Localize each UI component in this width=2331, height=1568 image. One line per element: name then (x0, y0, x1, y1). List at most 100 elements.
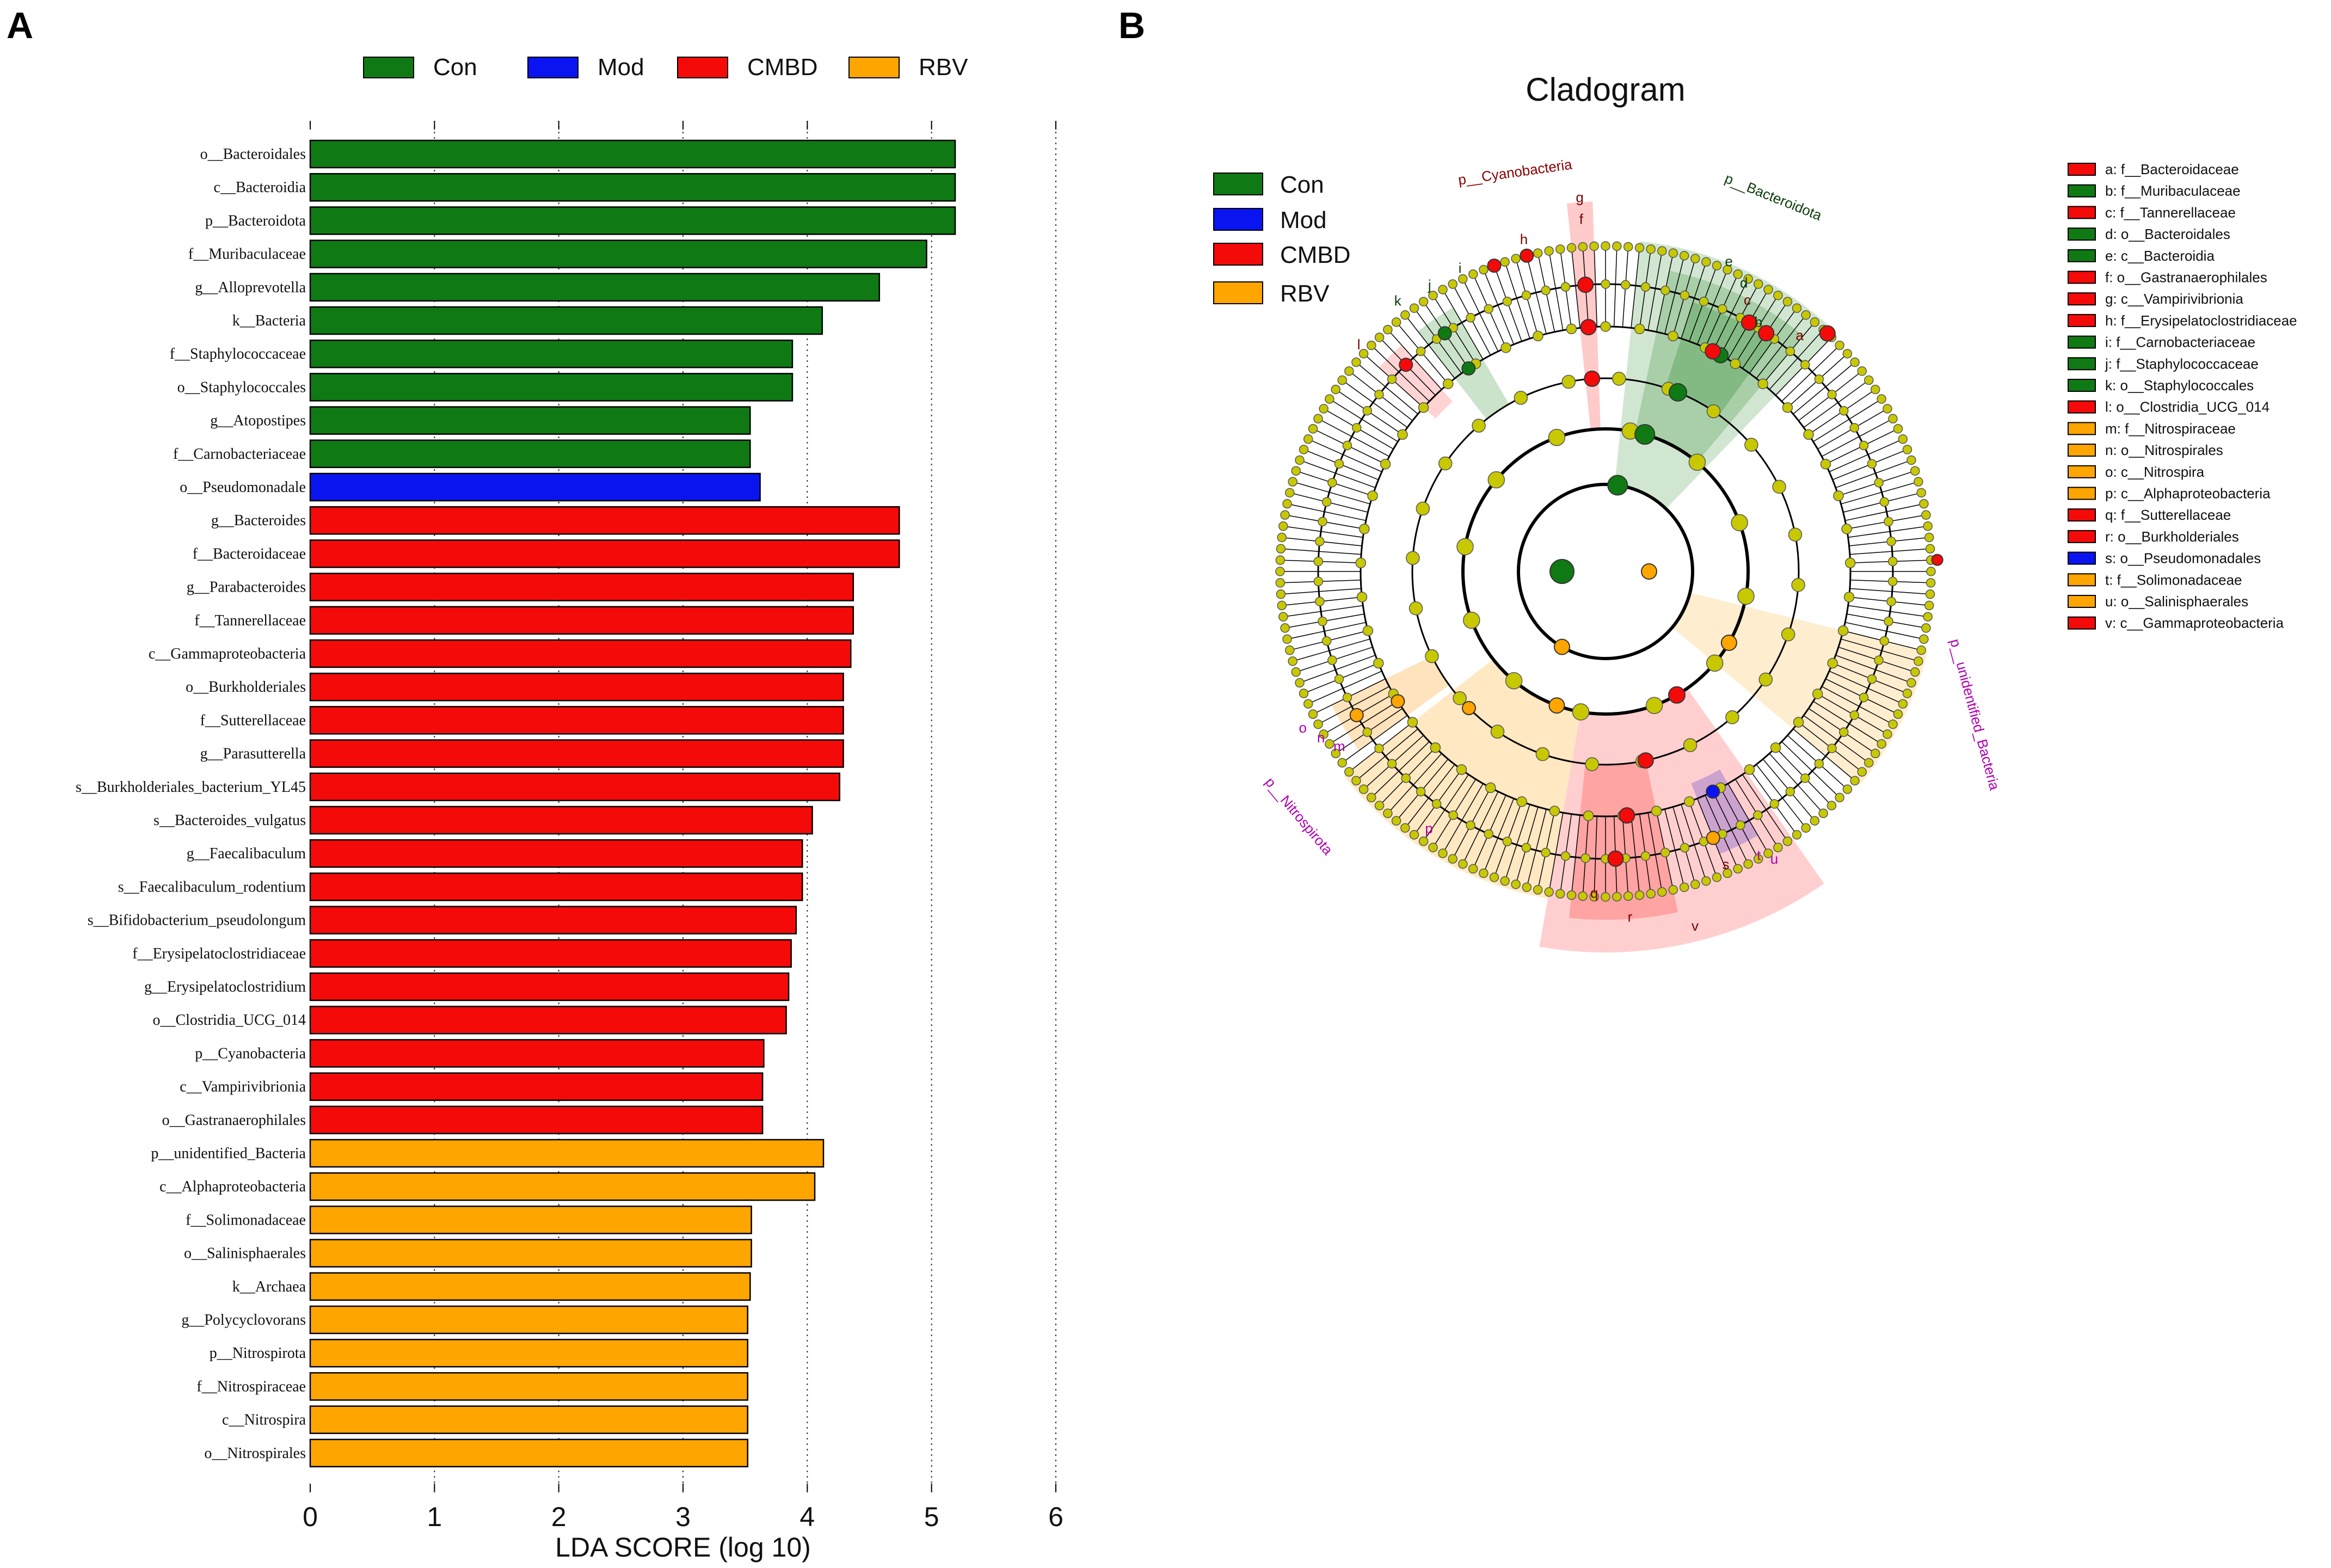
spoke (1462, 279, 1499, 352)
bar-g-erysipelatoclostridium (309, 972, 790, 1001)
leaf-node (1712, 261, 1722, 270)
family-node (1359, 524, 1370, 534)
family-node (1730, 358, 1741, 370)
genus-node (1814, 759, 1824, 769)
leaf-node (1291, 667, 1301, 677)
leaf-node (1743, 274, 1753, 284)
genus-node (1874, 655, 1884, 665)
genus-node (1315, 597, 1325, 606)
key-swatch-20 (2068, 595, 2096, 608)
key-swatch-18 (2068, 551, 2096, 565)
leaf-node (1826, 801, 1837, 810)
leaf-node (1898, 434, 1908, 444)
leaf-node (1753, 854, 1763, 864)
bar-label-k-bacteria: k__Bacteria (232, 312, 306, 329)
leaf-node (1331, 748, 1340, 759)
key-label-20: u: o__Salinisphaerales (2105, 593, 2248, 610)
leaf-node (1409, 830, 1419, 840)
spoke (1845, 622, 1924, 640)
leaf-node (1313, 719, 1323, 729)
key-label-0: a: f__Bacteroidaceae (2105, 161, 2239, 177)
leaf-node (1544, 887, 1554, 897)
clade-letter-v: v (1692, 918, 1699, 934)
leaf-node (1883, 404, 1892, 414)
spoke (1769, 753, 1824, 814)
leaf-node (1275, 567, 1285, 576)
order-node (1514, 391, 1528, 405)
clade-letter-m: m (1333, 738, 1345, 754)
x-axis: 0 1 2 3 4 5 6 (303, 121, 1063, 1532)
genus-node (1541, 285, 1551, 296)
leaf-node (1914, 477, 1923, 487)
leaf-node (1902, 688, 1912, 698)
spoke (1287, 622, 1366, 640)
highlight-node (1487, 259, 1502, 273)
spoke (1526, 809, 1547, 888)
spoke (1504, 262, 1530, 339)
key-swatch-13 (2068, 444, 2096, 457)
bar-label-g-atopostipes: g__Atopostipes (210, 413, 306, 429)
leaf-node (1383, 808, 1393, 819)
leaf-node (1910, 466, 1920, 476)
highlight-node (1520, 248, 1534, 263)
legend-swatch-mod (527, 57, 579, 78)
highlight-node (1607, 850, 1624, 867)
bar-f-erysipelatoclostridiaceae (309, 939, 792, 968)
order-node (1585, 757, 1599, 771)
class-node (1645, 697, 1663, 714)
leaf-node (1275, 578, 1286, 588)
leaf-node (1792, 303, 1802, 313)
genus-node (1718, 304, 1727, 314)
leaf-node (1782, 297, 1793, 306)
leaf-node (1391, 816, 1401, 826)
bar-label-c-alphaproteobacteria: c__Alphaproteobacteria (159, 1178, 306, 1195)
spoke (1841, 481, 1919, 505)
spoke (1813, 398, 1882, 442)
genus-node (1785, 786, 1795, 797)
leaf-node (1489, 872, 1499, 882)
bar-g-atopostipes (309, 406, 751, 435)
key-swatch-3 (2068, 227, 2096, 241)
leaf-node (1344, 767, 1354, 777)
spoke (1647, 813, 1663, 893)
cladogram-key: a: f__Bacteroidaceae b: f__Muribaculaceae… (2068, 161, 2297, 631)
cladogram-tree (1275, 201, 1943, 952)
legend-label-cmbd: CMBD (747, 54, 818, 81)
highlight-node (1607, 475, 1628, 496)
leaf-node (1679, 251, 1689, 261)
bar-label-p-unidentified-bacteria: p__unidentified_Bacteria (151, 1145, 306, 1162)
legend-swatch-cmbd (1213, 243, 1263, 266)
leaf-node (1511, 254, 1521, 263)
leaf-node (1857, 767, 1867, 777)
sector-clostridia (1379, 345, 1453, 419)
leaf-node (1919, 499, 1929, 509)
genus-node (1838, 405, 1849, 416)
genus-node (1753, 810, 1763, 820)
spoke (1356, 728, 1418, 781)
lda-bar-chart: A Con Mod CMBD RBV o__Bacteroidales c__Bacte… (7, 5, 1063, 1563)
bar-f-tannerellaceae (309, 606, 854, 635)
leaf-node (1792, 830, 1802, 840)
spoke (1287, 503, 1366, 521)
genus-node (1884, 516, 1893, 527)
bar-f-muribaculaceae (309, 239, 927, 268)
order-node (1744, 438, 1758, 452)
family-node (1355, 557, 1367, 569)
genus-node (1484, 829, 1493, 839)
leaf-node (1835, 340, 1844, 351)
clade-label-nitrospirota: p__Nitrospirota (1262, 774, 1337, 858)
bar-o-bacteroidales (309, 139, 956, 169)
genus-node (1521, 843, 1532, 853)
bar-f-bacteroidaceae (309, 539, 900, 568)
family-node (1600, 321, 1611, 332)
legend-a: Con Mod CMBD RBV (363, 54, 968, 81)
clade-letter-q: q (1590, 885, 1598, 901)
leaf-node (1877, 394, 1886, 404)
spoke (1845, 503, 1924, 521)
spoke (1371, 345, 1430, 402)
leaf-node (1468, 864, 1478, 874)
leaf-node (1337, 375, 1347, 385)
genus-node (1502, 297, 1512, 306)
key-label-14: o: c__Nitrospira (2105, 464, 2205, 480)
leaf-node (1458, 274, 1468, 284)
